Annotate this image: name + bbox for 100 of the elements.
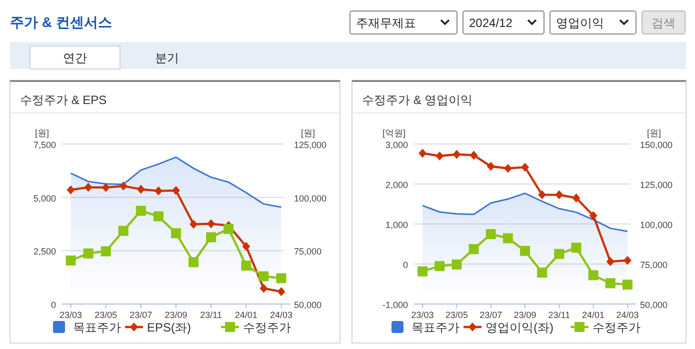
text: 검색 (652, 16, 676, 30)
y-tick-label: 0 (50, 300, 56, 310)
point (207, 219, 216, 228)
point (436, 152, 444, 160)
x-tick-label: 23/03 (60, 310, 82, 320)
y-tick-label: 0 (402, 260, 408, 270)
point (537, 268, 548, 278)
point (418, 266, 428, 276)
point (589, 211, 598, 220)
y2-tick-label: 150,000 (640, 140, 673, 150)
point (102, 183, 110, 192)
point (84, 182, 92, 192)
y2-tick-label: 75,000 (640, 260, 668, 270)
y-tick-label: 2,500 (33, 246, 56, 257)
point (258, 271, 269, 282)
x-tick-label: 24/01 (582, 310, 605, 320)
x-tick-label: 23/09 (514, 310, 536, 320)
y2-tick-label: 100,000 (294, 193, 327, 204)
x-tick-label: 23/05 (94, 310, 118, 320)
text: 2024/12 (469, 16, 513, 30)
legend-label: 목표주가 (73, 320, 121, 334)
point (118, 226, 128, 236)
x-tick-label: 23/11 (548, 310, 570, 320)
y-tick-label: 7,500 (33, 140, 56, 150)
y-axis-title: [원] (34, 128, 50, 138)
point (521, 162, 529, 172)
point (434, 261, 445, 272)
point (260, 284, 268, 293)
point (66, 185, 75, 194)
point (83, 248, 94, 258)
point (571, 242, 582, 253)
y2-tick-label: 125,000 (294, 140, 327, 150)
legend-label: EPS(좌) (147, 320, 192, 334)
point (555, 190, 564, 200)
point (468, 244, 479, 254)
x-tick-label: 23/07 (130, 310, 152, 320)
point (572, 194, 580, 202)
legend-label: 영업이익(좌) (486, 320, 554, 334)
x-tick-label: 24/01 (234, 310, 258, 320)
point (136, 184, 145, 194)
point (100, 246, 111, 256)
point (622, 280, 632, 290)
point (486, 229, 496, 240)
legend-label: 수정주가 (592, 320, 640, 334)
y2-tick-label: 125,000 (640, 180, 673, 190)
y2-tick-label: 100,000 (640, 220, 673, 230)
point (277, 287, 286, 296)
point (520, 246, 530, 256)
y2-tick-label: 50,000 (640, 300, 668, 310)
point (554, 248, 564, 259)
point (470, 150, 478, 160)
x-tick-label: 23/03 (411, 310, 434, 320)
point (606, 257, 614, 266)
point (242, 242, 250, 251)
point (276, 273, 286, 284)
y2-axis-title: [원] (646, 128, 662, 138)
text: 영업이익 (556, 16, 604, 30)
point (452, 150, 461, 159)
point (172, 186, 180, 196)
text: 연간 (63, 51, 87, 65)
point (588, 270, 598, 280)
point (623, 256, 632, 265)
y2-axis-title: [원] (300, 128, 316, 138)
y-axis-title: [억원] (382, 128, 406, 138)
point (154, 186, 162, 196)
legend-label: 목표주가 (412, 320, 460, 334)
point (504, 164, 512, 173)
point (119, 182, 128, 191)
point (418, 148, 427, 158)
legend-label: 수정주가 (243, 320, 291, 334)
chart-title: 수정주가 & EPS (20, 93, 107, 107)
point (153, 211, 164, 222)
text: 주가 & 컨센서스 (10, 14, 112, 30)
point (538, 190, 546, 200)
x-tick-label: 23/05 (445, 310, 468, 320)
point (190, 220, 198, 229)
y-tick-label: 5,000 (33, 193, 56, 204)
y-tick-label: 1,000 (385, 220, 408, 230)
x-tick-label: 24/03 (270, 310, 292, 320)
point (605, 278, 616, 288)
point (452, 259, 462, 270)
chart-title: 수정주가 & 영업이익 (362, 93, 473, 107)
y2-tick-label: 50,000 (294, 300, 322, 310)
point (136, 206, 146, 216)
x-tick-label: 23/11 (200, 310, 222, 320)
point (206, 232, 216, 242)
point (66, 255, 76, 266)
y-tick-label: -1,000 (382, 300, 408, 310)
text: 주재무제표 (356, 16, 416, 30)
point (241, 260, 252, 271)
point (171, 228, 181, 238)
y-tick-label: 3,000 (385, 140, 408, 150)
point (486, 162, 495, 171)
point (502, 233, 513, 244)
x-tick-label: 23/07 (480, 310, 502, 320)
y-tick-label: 2,000 (385, 180, 408, 190)
y2-tick-label: 75,000 (294, 246, 322, 257)
point (188, 257, 199, 268)
text: 분기 (155, 51, 179, 65)
point (224, 224, 234, 234)
